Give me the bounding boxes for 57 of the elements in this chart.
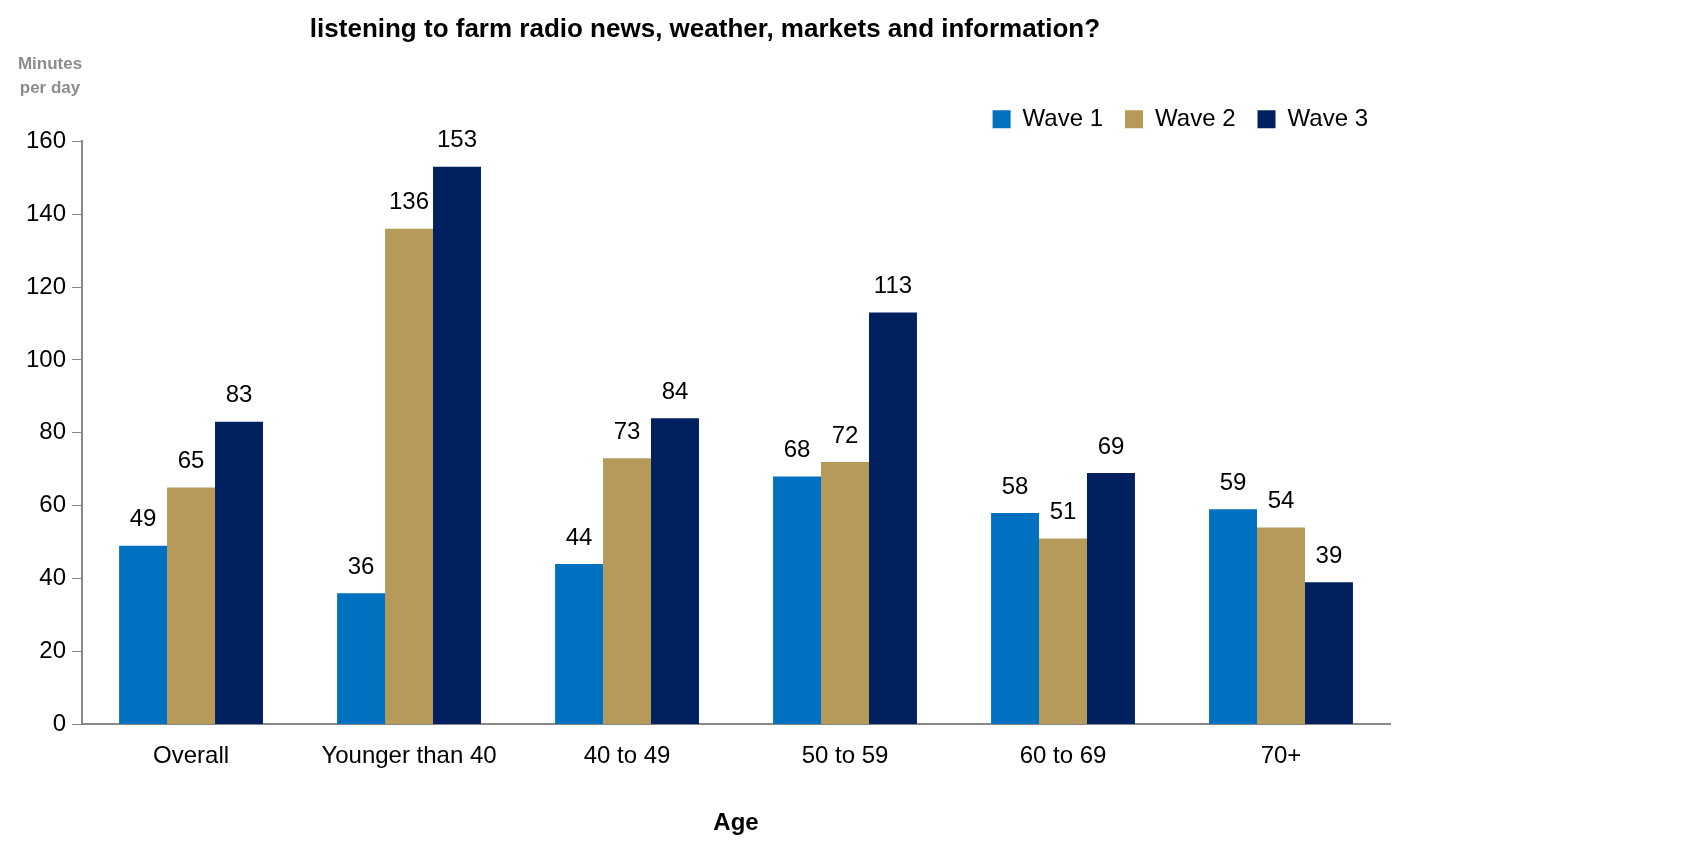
data-label: 153 (436, 125, 478, 153)
data-label: 68 (783, 435, 811, 463)
bar (991, 512, 1040, 724)
data-label: 69 (1097, 431, 1125, 459)
chart-title: listening to farm radio news, weather, markets and information? (309, 12, 1101, 43)
bar (821, 461, 869, 724)
bar (119, 545, 168, 724)
data-label: 65 (177, 446, 205, 474)
y-tick-label: 140 (26, 198, 67, 226)
data-label: 51 (1049, 497, 1077, 525)
x-tick-label: 60 to 69 (1019, 741, 1107, 769)
y-tick-label: 160 (26, 125, 67, 153)
y-axis-title: Minutes per day (17, 54, 83, 98)
y-tick-label: 60 (39, 490, 67, 518)
bar (773, 476, 822, 724)
x-tick-label: Younger than 40 (321, 741, 497, 769)
x-tick-label: 70+ (1260, 741, 1302, 769)
data-label: 49 (129, 504, 157, 532)
x-axis-title: Age (713, 808, 759, 836)
bar (1039, 538, 1087, 724)
bar (651, 418, 699, 724)
data-label: 39 (1315, 540, 1343, 568)
data-label: 136 (389, 187, 430, 215)
data-label: 113 (873, 271, 913, 299)
x-tick-label: 40 to 49 (583, 741, 671, 769)
data-label: 54 (1267, 486, 1295, 514)
x-tick-label: 50 to 59 (801, 741, 889, 769)
data-label: 44 (565, 522, 593, 550)
bar (215, 421, 263, 724)
y-tick-label: 100 (26, 344, 67, 372)
legend-label: Wave 2 (1155, 103, 1236, 131)
y-tick-label: 20 (39, 636, 67, 664)
legend-label: Wave 3 (1287, 103, 1369, 131)
bar (337, 593, 386, 724)
data-label: 59 (1219, 467, 1247, 495)
y-tick-label: 80 (39, 417, 67, 445)
x-tick-label: Overall (153, 741, 230, 769)
data-label: 72 (831, 420, 859, 448)
data-label: 84 (661, 376, 689, 404)
y-tick-label: 0 (52, 709, 67, 737)
bar (1086, 472, 1135, 724)
bar (1257, 527, 1305, 724)
y-tick-label: 120 (26, 271, 67, 299)
bar (1304, 582, 1353, 724)
legend-label: Wave 1 (1022, 103, 1104, 131)
bar (603, 458, 651, 724)
y-tick-label: 40 (39, 563, 67, 591)
data-label: 83 (225, 380, 253, 408)
data-label: 36 (347, 551, 375, 579)
bar (869, 312, 917, 724)
bar (433, 166, 481, 724)
data-label: 73 (613, 416, 641, 444)
bar (167, 487, 216, 724)
data-label: 58 (1001, 471, 1029, 499)
bar (555, 564, 604, 724)
bar (385, 228, 434, 724)
bar (1209, 509, 1258, 724)
